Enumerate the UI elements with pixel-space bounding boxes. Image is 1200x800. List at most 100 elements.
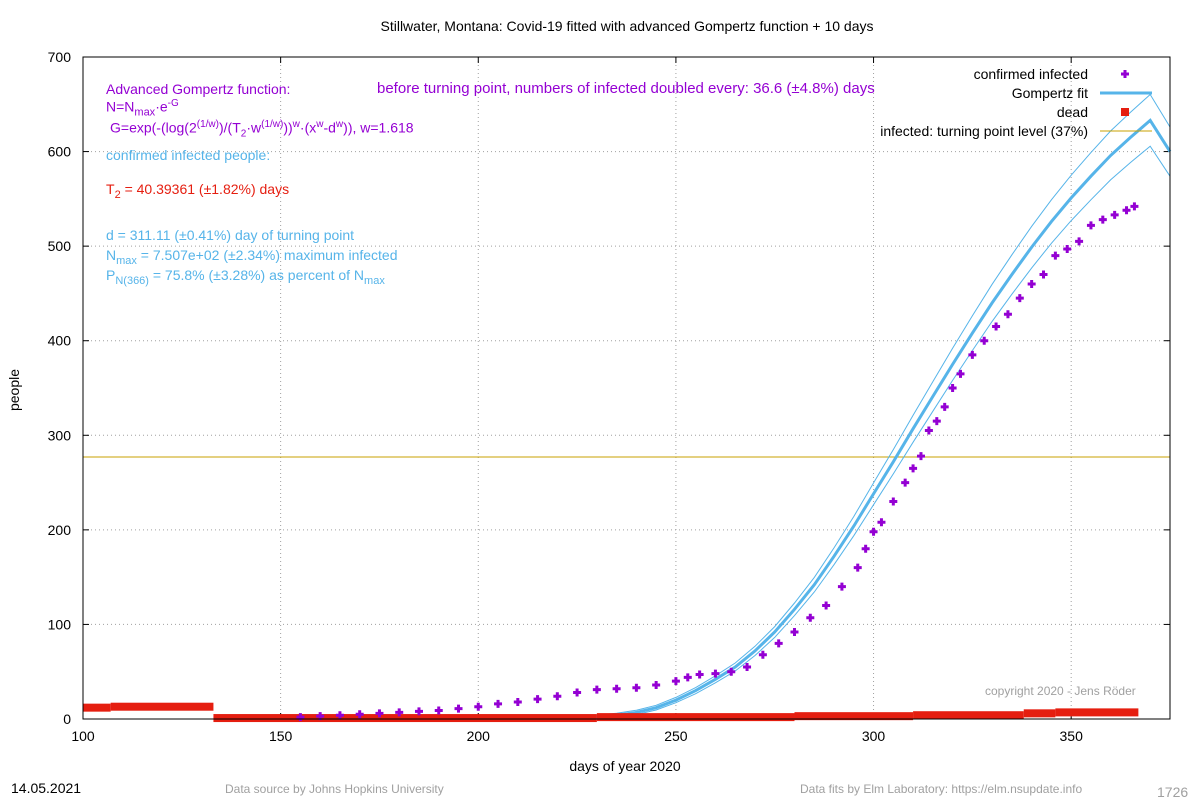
y-tick-label: 300 [48,427,72,443]
infected-point [877,518,886,527]
x-tick-label: 250 [664,728,688,744]
infected-point [1039,270,1048,279]
formula-g-part: )), w=1.618 [343,119,414,136]
footer-fits: Data fits by Elm Laboratory: https://elm… [800,782,1083,796]
confirmed-infected-series [296,202,1139,722]
footer-source: Data source by Johns Hopkins University [225,782,444,796]
t2-pre: T [106,181,115,197]
infected-point [1122,206,1131,215]
formula-g-sup: w [335,119,344,130]
infected-point [992,322,1001,331]
formula-g-part: ·w [246,119,262,136]
infected-point [806,613,815,622]
infected-point [940,402,949,411]
infected-point [375,709,384,718]
formula-g-part: )) [283,119,293,136]
nmax-post: = 7.507e+02 (±2.34%) maximum infected [136,247,398,263]
infected-point [1075,237,1084,246]
formula-g: G=exp(-(log(2(1/w))/(T2·w(1/w)))w·(xw-dw… [110,119,414,139]
x-tick-label: 100 [71,728,95,744]
formula-g-sup: w [316,119,324,130]
fit-lower-bound [557,145,1171,720]
infected-point [956,369,965,378]
y-tick-label: 700 [48,49,72,65]
infected-point [513,697,522,706]
infected-point [822,601,831,610]
infected-point [869,527,878,536]
infected-point [474,702,483,711]
t2-text: T2 = 40.39361 (±1.82%) days [106,181,289,201]
y-axis-label: people [6,369,22,411]
formula-g-part: G=exp(-(log(2 [110,119,197,136]
dead-marker [596,713,795,722]
infected-point [1098,215,1107,224]
legend-label: infected: turning point level (37%) [880,123,1088,139]
gompertz-fit-group [557,93,1172,721]
formula-g-part: ·(x [299,119,317,136]
footer-number: 1726 [1157,784,1189,800]
y-tick-label: 200 [48,522,72,538]
fit-upper-bound [557,93,1171,718]
infected-point [592,685,601,694]
infected-point [758,650,767,659]
infected-point [861,544,870,553]
dead-marker [213,714,597,723]
infected-point [790,627,799,636]
infected-point [632,683,641,692]
infected-point [1130,202,1139,211]
infected-point [853,563,862,572]
dead-marker [794,712,914,721]
infected-point [980,336,989,345]
infected-point [837,582,846,591]
dead-marker [1055,708,1139,717]
formula-g-sup: (1/w) [196,119,219,130]
p-mid: = 75.8% (±3.28%) as percent of N [148,267,365,283]
infected-point [434,706,443,715]
infected-point [1110,210,1119,219]
footer-date: 14.05.2021 [11,780,82,796]
d-text: d = 311.11 (±0.41%) day of turning point [106,227,355,243]
doubling-text: before turning point, numbers of infecte… [377,80,875,97]
y-tick-label: 400 [48,333,72,349]
nmax-text: Nmax = 7.507e+02 (±2.34%) maximum infect… [106,247,398,267]
chart-title: Stillwater, Montana: Covid-19 fitted wit… [381,18,874,34]
infected-point [1051,251,1060,260]
infected-point [901,478,910,487]
infected-point [1003,310,1012,319]
nmax-sub: max [116,254,137,267]
infected-point [924,426,933,435]
t2-post: = 40.39361 (±1.82%) days [120,181,290,197]
formula-n-sub: max [134,106,156,119]
infected-point [1063,244,1072,253]
infected-point [889,497,898,506]
plot-border [82,56,1171,720]
dead-marker [83,703,111,712]
legend-label: confirmed infected [974,66,1088,82]
infected-point [695,670,704,679]
x-tick-label: 350 [1060,728,1084,744]
infected-point [395,708,404,717]
y-tick-label: 100 [48,616,72,632]
infected-point [335,711,344,720]
infected-point [727,667,736,676]
legend-label: dead [1057,104,1088,120]
infected-point [414,707,423,716]
nmax-pre: N [106,247,117,263]
formula-g-sup: (1/w) [261,119,284,130]
infected-point [671,677,680,686]
formula-n-sup: -G [167,98,179,109]
infected-point [774,639,783,648]
infected-point [909,464,918,473]
infected-point [968,350,977,359]
legend-marker-square [1121,108,1129,116]
infected-point [948,384,957,392]
infected-point [683,673,692,682]
infected-point [932,417,941,426]
infected-point [916,452,925,461]
formula-g-part: -d [323,119,336,136]
dead-series [83,702,1139,723]
dead-marker [1023,709,1056,718]
p-sub: N(366) [115,274,149,287]
infected-point [711,669,720,678]
